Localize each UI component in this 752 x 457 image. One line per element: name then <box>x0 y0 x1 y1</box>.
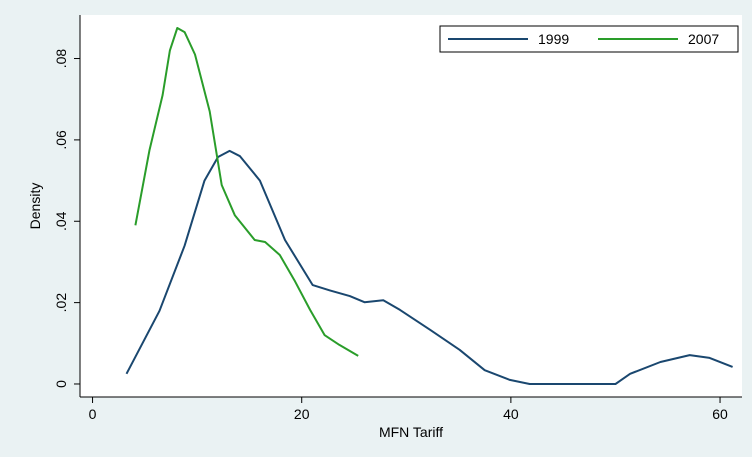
y-tick-label: 0 <box>53 380 69 388</box>
x-tick-label: 60 <box>712 406 728 422</box>
line-series <box>125 149 733 385</box>
y-axis-label: Density <box>27 183 43 230</box>
x-tick-label: 20 <box>294 406 310 422</box>
x-tick-label: 40 <box>503 406 519 422</box>
x-axis-label: MFN Tariff <box>379 424 443 440</box>
plot-area <box>80 15 742 397</box>
y-tick-label: .04 <box>53 211 69 231</box>
legend-label: 1999 <box>538 31 569 47</box>
x-tick-label: 0 <box>89 406 97 422</box>
legend-label: 2007 <box>688 31 719 47</box>
y-tick-label: .08 <box>53 49 69 69</box>
y-tick-label: .06 <box>53 130 69 150</box>
y-tick-label: .02 <box>53 293 69 313</box>
line-series <box>134 27 359 357</box>
